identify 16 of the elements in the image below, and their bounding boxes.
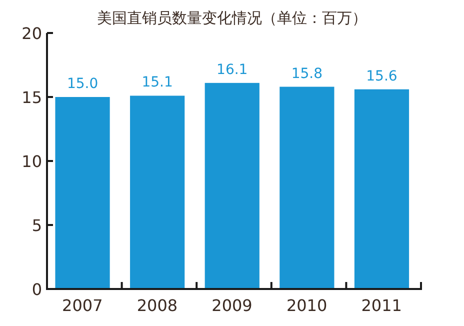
chart-title: 美国直销员数量变化情况（单位：百万） [97,9,367,27]
data-label: 15.1 [142,74,173,91]
x-tick-label: 2007 [62,296,103,315]
data-label: 15.6 [366,68,398,84]
y-tick-label: 15 [22,88,42,107]
x-tick-label: 2010 [286,296,328,315]
y-tick-label: 20 [22,24,42,43]
x-tick-label: 2008 [136,296,178,315]
data-label: 16.1 [216,62,248,78]
x-tick-label: 2011 [361,296,402,315]
y-tick-label: 10 [22,152,42,171]
y-tick-label: 5 [32,216,42,235]
x-tick-label: 2009 [212,296,252,315]
data-label: 15.8 [291,66,323,82]
y-tick-label: 0 [32,280,42,299]
data-label: 15.0 [66,76,98,92]
